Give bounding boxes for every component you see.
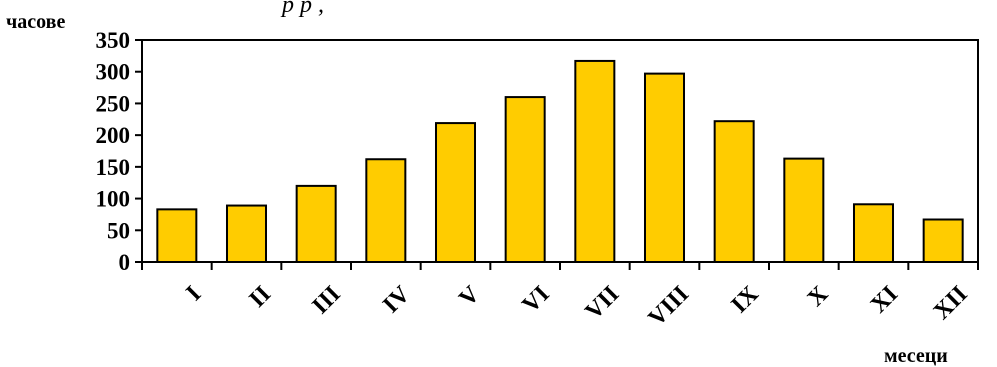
x-tick-label: II xyxy=(244,281,276,313)
y-axis: 0 50 100 150 200 250 300 350 xyxy=(96,28,142,275)
y-tick-label: 50 xyxy=(107,218,130,243)
y-tick-label: 0 xyxy=(119,250,131,275)
bar-V xyxy=(434,122,477,263)
y-axis-title: часове xyxy=(6,11,65,33)
bar-IV xyxy=(365,158,407,263)
y-tick-label: 100 xyxy=(96,187,131,212)
bar-II xyxy=(225,204,268,263)
bar-I xyxy=(156,208,198,263)
x-tick-label: VI xyxy=(517,281,554,318)
y-tick-label: 300 xyxy=(96,60,131,85)
x-tick-label: IV xyxy=(378,281,416,319)
plot-area-frame xyxy=(141,39,979,263)
bar-VI xyxy=(504,96,546,264)
y-tick-label: 350 xyxy=(96,28,131,53)
x-axis: I II III IV V VI VII VIII IX X XI XII xyxy=(141,262,979,332)
x-tick-label: VIII xyxy=(644,281,694,331)
bar-XII xyxy=(922,218,964,263)
x-tick-label: V xyxy=(454,281,485,312)
x-tick-label: X xyxy=(803,281,834,312)
bar-XI xyxy=(852,203,895,263)
bar-III xyxy=(295,184,337,263)
bar-VIII xyxy=(643,72,686,263)
bar-VII xyxy=(574,59,616,263)
x-tick-label: III xyxy=(308,281,346,319)
y-tick-label: 250 xyxy=(96,91,131,116)
chart-title-fragment: р р , xyxy=(280,0,324,18)
x-tick-label: XI xyxy=(866,281,903,318)
x-tick-label: XII xyxy=(929,281,973,325)
x-axis-title: месеци xyxy=(884,345,948,367)
bar-X xyxy=(783,157,825,264)
y-tick-label: 150 xyxy=(96,155,131,180)
y-tick-label: 200 xyxy=(96,123,131,148)
bar-series xyxy=(156,59,964,264)
bar-IX xyxy=(713,120,755,263)
x-tick-label: I xyxy=(181,281,206,306)
x-tick-label: VII xyxy=(581,281,625,325)
x-tick-label: IX xyxy=(726,281,764,319)
